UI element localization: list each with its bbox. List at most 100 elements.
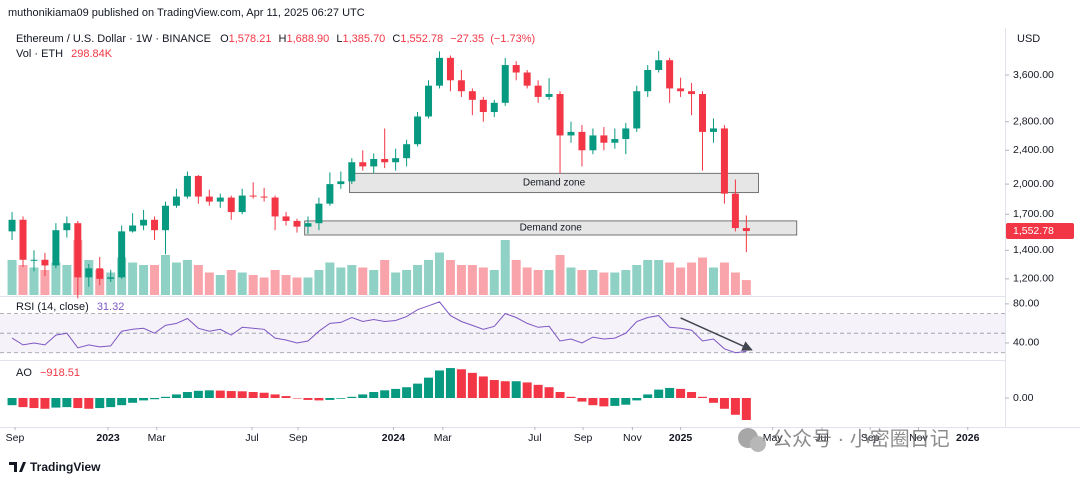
candle-body xyxy=(337,181,345,185)
ao-bar xyxy=(643,394,653,399)
volume-bar xyxy=(336,267,346,295)
volume-bar xyxy=(676,267,686,295)
volume-bar xyxy=(391,272,401,295)
candle-body xyxy=(30,259,38,261)
symbol-title: Ethereum / U.S. Dollar · 1W · BINANCE xyxy=(16,33,211,45)
volume-title: Vol · ETH xyxy=(16,48,63,60)
ao-bar xyxy=(336,398,346,399)
candle-body xyxy=(666,60,674,89)
ao-bar xyxy=(500,381,510,399)
last-price-tag xyxy=(1006,223,1074,240)
volume-header: Vol · ETH 298.84K xyxy=(16,48,113,60)
candle-body xyxy=(63,223,71,231)
volume-bar xyxy=(259,277,269,295)
volume-bar xyxy=(522,267,532,295)
footer-logo: TradingView xyxy=(9,460,101,474)
ao-bar xyxy=(566,396,576,399)
ao-bar xyxy=(478,376,488,399)
candle-body xyxy=(633,91,641,129)
candle-body xyxy=(622,128,630,140)
ao-bar xyxy=(347,396,357,399)
x-tick-label: Mar xyxy=(148,432,167,444)
volume-bar xyxy=(248,275,258,295)
volume-bar xyxy=(150,265,160,295)
ohlc-value: 1,385.70 xyxy=(342,33,385,45)
candle-body xyxy=(183,175,191,197)
candle-body xyxy=(140,219,148,226)
ao-bar xyxy=(434,370,444,399)
x-tick-label: May xyxy=(763,432,784,444)
x-tick-label: Sep xyxy=(574,432,593,444)
ao-bar xyxy=(511,381,521,399)
volume-bar xyxy=(106,272,116,295)
y-tick-label: 1,200.00 xyxy=(1013,273,1054,285)
ao-bar xyxy=(314,398,324,401)
rsi-header: RSI (14, close) 31.32 xyxy=(16,301,124,313)
volume-bar xyxy=(160,255,170,295)
x-tick-label: 2023 xyxy=(96,432,120,444)
volume-bar xyxy=(654,260,664,295)
x-tick-label: Sep xyxy=(861,432,880,444)
candle-body xyxy=(8,219,16,232)
volume-bar xyxy=(741,280,751,295)
ao-bar xyxy=(577,398,587,402)
ohlc-value: 1,578.21 xyxy=(229,33,272,45)
ao-bar xyxy=(237,391,247,399)
ohlc-key: L xyxy=(336,33,342,45)
candle-body xyxy=(403,144,411,159)
last-price-label: 1,552.78 xyxy=(1013,225,1054,237)
ao-bar xyxy=(456,369,466,399)
candle-body xyxy=(655,60,663,70)
volume-bar xyxy=(51,262,61,295)
ao-bar xyxy=(687,392,697,399)
volume-bar xyxy=(402,270,412,295)
volume-bar xyxy=(478,267,488,295)
x-tick-label: 2026 xyxy=(956,432,980,444)
candle-body xyxy=(359,162,367,167)
volume-bar xyxy=(434,252,444,295)
ao-bar xyxy=(248,392,258,399)
candle-body xyxy=(304,223,312,227)
candle-body xyxy=(490,102,498,113)
volume-bar xyxy=(171,262,181,295)
y-tick-label: 80.00 xyxy=(1013,298,1039,310)
ao-bar xyxy=(358,394,368,399)
volume-bar xyxy=(511,260,521,295)
volume-bar xyxy=(599,272,609,295)
y-tick-label: 1,400.00 xyxy=(1013,244,1054,256)
ao-bar xyxy=(533,384,543,399)
candle-body xyxy=(688,91,696,95)
volume-bar xyxy=(380,260,390,295)
x-tick-label: Nov xyxy=(909,432,928,444)
ao-bar xyxy=(544,387,554,399)
volume-bar xyxy=(719,262,729,295)
volume-bar xyxy=(730,272,740,295)
ohlc-key: H xyxy=(279,33,287,45)
candle-body xyxy=(172,196,180,206)
candle-body xyxy=(512,65,520,73)
ao-bar xyxy=(292,398,302,399)
ao-bar xyxy=(18,398,28,408)
candle-body xyxy=(381,158,389,163)
ao-bar xyxy=(171,394,181,399)
ao-bar xyxy=(204,390,214,399)
y-tick-label: 2,000.00 xyxy=(1013,178,1054,190)
candle-body xyxy=(501,65,509,103)
rsi-title: RSI (14, close) xyxy=(16,301,89,313)
volume-bar xyxy=(215,275,225,295)
ao-bar xyxy=(51,398,61,408)
volume-bar xyxy=(237,272,247,295)
ao-header: AO −918.51 xyxy=(16,367,80,379)
x-tick-label: Nov xyxy=(623,432,642,444)
candle-body xyxy=(282,216,290,221)
volume-bar xyxy=(533,270,543,295)
candle-body xyxy=(567,131,575,136)
candle-body xyxy=(392,158,400,163)
ao-bar xyxy=(467,372,477,399)
ao-bar xyxy=(160,396,170,399)
x-tick-label: Jul xyxy=(528,432,541,444)
ao-bar xyxy=(402,387,412,399)
ao-bar xyxy=(62,398,72,408)
volume-bar xyxy=(292,277,302,295)
demand-zone xyxy=(349,172,759,194)
